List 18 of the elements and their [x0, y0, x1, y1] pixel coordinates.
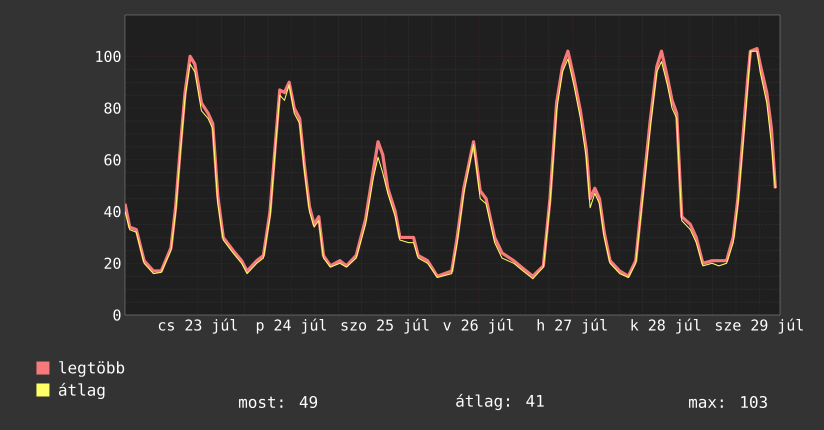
y-tick-label: 0 [113, 309, 121, 321]
x-tick-label: v 26 júl [443, 318, 514, 334]
x-tick-label: p 24 júl [256, 318, 326, 334]
x-tick-label: h 27 júl [538, 318, 607, 334]
x-tick-label: k 28 júl [632, 318, 700, 334]
legend-label: átlag [58, 382, 104, 400]
text: átlag: 41 [456, 394, 544, 410]
y-tick-label: 20 [104, 258, 121, 269]
x-tick-label: szo 25 júl [342, 318, 429, 334]
x-tick-label: cs 23 júl [158, 318, 237, 334]
text: most: 49 [239, 396, 318, 408]
x-tick-label: sze 29 júl [716, 318, 803, 334]
text: max: 103 [689, 396, 767, 408]
y-tick-label: 80 [104, 102, 121, 114]
legend-label: legtöbb [59, 361, 124, 377]
y-tick-label: 60 [104, 154, 121, 166]
y-tick-label: 100 [96, 50, 120, 62]
y-tick-label: 40 [104, 206, 121, 218]
